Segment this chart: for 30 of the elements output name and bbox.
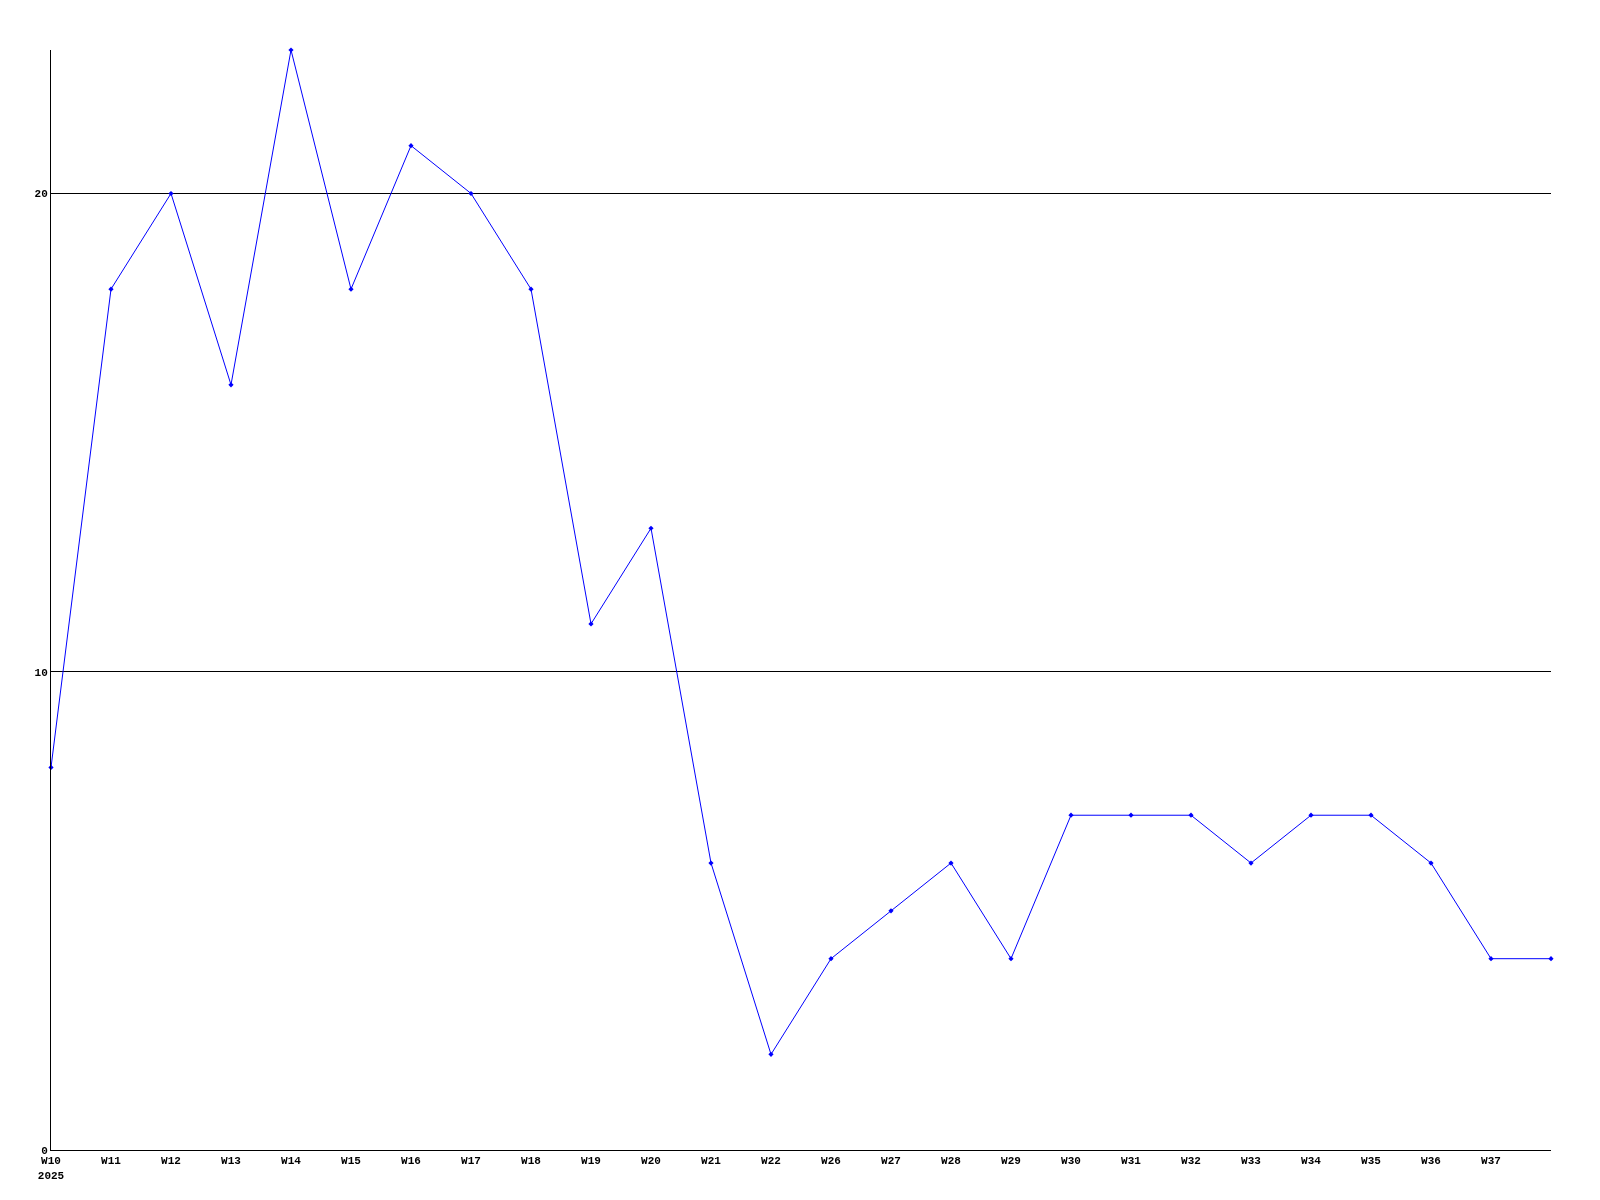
x-tick-label: W21 <box>701 1155 722 1168</box>
x-tick-label: W19 <box>581 1155 601 1168</box>
point <box>168 190 174 197</box>
x-tick-label: W29 <box>1001 1155 1021 1168</box>
x-tick-label: W15 <box>341 1155 362 1168</box>
x-tick-label: W36 <box>1421 1155 1441 1168</box>
x-tick-label: W13 <box>221 1155 242 1168</box>
x-tick-label: W28 <box>941 1155 962 1168</box>
x-tick-label: W22 <box>761 1155 781 1168</box>
y-tick-label: 20 <box>34 188 48 201</box>
x-tick-label: W26 <box>821 1155 841 1168</box>
x-tick-label: W11 <box>101 1155 122 1168</box>
x-tick-label: W31 <box>1121 1155 1142 1168</box>
x-tick-label: W32 <box>1181 1155 1201 1168</box>
x-tick-label: W20 <box>641 1155 661 1168</box>
point <box>468 190 474 197</box>
x-tick-label: W17 <box>461 1155 481 1168</box>
x-tick-label: W10 2025 <box>37 1155 65 1182</box>
x-tick-label: W35 <box>1361 1155 1382 1168</box>
x-tick-label: W16 <box>401 1155 421 1168</box>
x-tick-label: W33 <box>1241 1155 1262 1168</box>
x-tick-label: W18 <box>521 1155 542 1168</box>
x-tick-label: W37 <box>1481 1155 1501 1168</box>
x-tick-label: W34 <box>1301 1155 1322 1168</box>
x-tick-label: W14 <box>281 1155 302 1168</box>
x-tick-label: W30 <box>1061 1155 1081 1168</box>
y-tick-label: 0 <box>41 1144 48 1157</box>
y-tick-label: 10 <box>34 666 48 679</box>
x-tick-label: W12 <box>161 1155 181 1168</box>
x-tick-label: W27 <box>881 1155 901 1168</box>
